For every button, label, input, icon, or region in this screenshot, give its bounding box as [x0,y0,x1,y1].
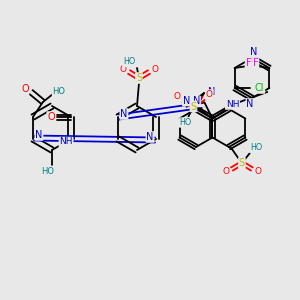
Text: F: F [245,58,251,68]
Text: N: N [250,47,258,57]
Text: N: N [183,95,190,106]
Text: F: F [253,58,259,68]
Text: O: O [254,167,261,176]
Text: O: O [222,167,230,176]
Text: O: O [206,90,213,99]
Text: O: O [174,92,181,101]
Text: N: N [146,132,154,142]
Text: O: O [21,84,29,94]
Text: HO: HO [52,88,65,97]
Text: HO: HO [123,58,135,67]
Text: O: O [47,112,55,122]
Text: NH: NH [59,137,73,146]
Text: N: N [35,130,43,140]
Text: O: O [152,64,158,74]
Text: N: N [193,97,200,106]
Text: NH: NH [226,100,239,109]
Text: S: S [239,158,245,168]
Text: N: N [208,87,216,97]
Text: Cl: Cl [255,83,264,93]
Text: S: S [136,73,142,83]
Text: HO: HO [179,118,192,127]
Text: S: S [190,101,196,112]
Text: N: N [120,109,128,119]
Text: HO: HO [41,167,55,176]
Text: O: O [119,64,127,74]
Text: N: N [246,99,254,109]
Text: HO: HO [250,143,262,152]
